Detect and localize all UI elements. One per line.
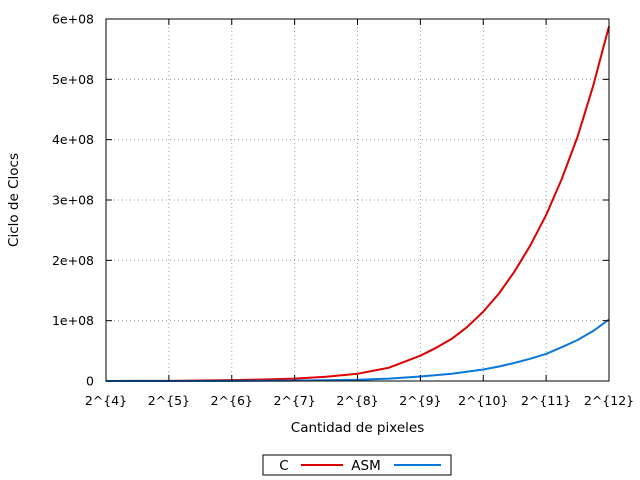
y-tick-label: 4e+08 [52,132,94,147]
x-tick-label: 2^{4} [85,393,127,408]
x-tick-labels: 2^{4} 2^{5} 2^{6} 2^{7} 2^{8} 2^{9} 2^{10} 2^{1… [85,393,634,408]
legend: C ASM [262,454,452,476]
x-tick-label: 2^{12} [584,393,634,408]
x-tick-label: 2^{6} [211,393,253,408]
x-tick-label: 2^{9} [399,393,441,408]
legend-label-c: C [279,458,288,474]
y-tick-label: 2e+08 [52,253,94,268]
x-tick-label: 2^{7} [273,393,315,408]
legend-label-asm: ASM [351,458,380,474]
x-tick-label: 2^{8} [336,393,378,408]
x-axis-label: Cantidad de pixeles [291,420,424,436]
grid-lines [106,19,609,381]
y-tick-labels: 0 1e+08 2e+08 3e+08 4e+08 5e+08 6e+08 [52,12,94,389]
y-tick-label: 5e+08 [52,72,94,87]
x-tick-label: 2^{10} [458,393,508,408]
legend-box [262,454,452,476]
y-tick-label: 3e+08 [52,193,94,208]
x-tick-label: 2^{11} [521,393,571,408]
y-tick-label: 1e+08 [52,313,94,328]
axis-ticks [105,18,610,382]
x-tick-label: 2^{5} [148,393,190,408]
y-tick-label: 6e+08 [52,12,94,27]
y-axis-label: Ciclo de Clocs [6,153,22,247]
y-tick-label: 0 [86,374,94,389]
